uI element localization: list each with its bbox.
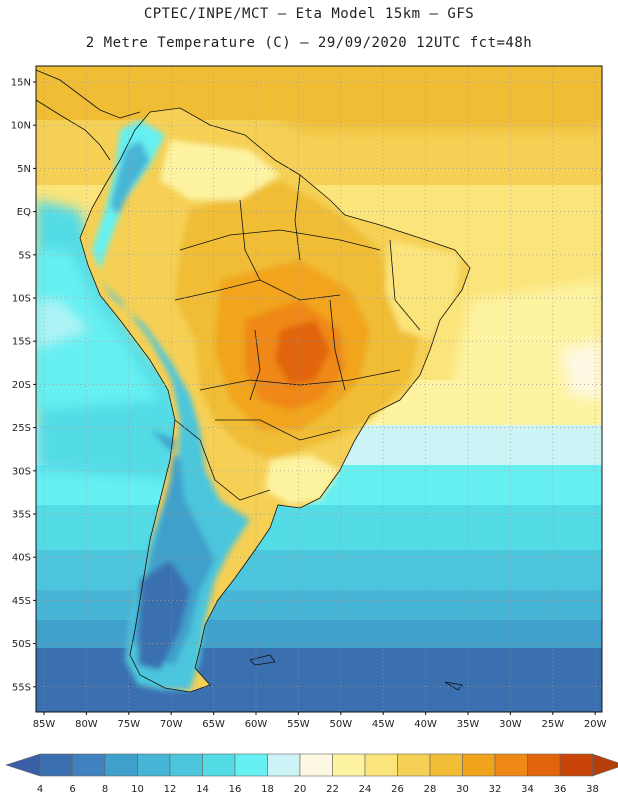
colorbar-tick-label: 10 — [131, 784, 144, 795]
colorbar-tick-label: 28 — [424, 784, 437, 795]
colorbar-swatch — [104, 753, 138, 777]
latitude-label: 40S — [12, 553, 31, 564]
colorbar-swatch — [462, 753, 496, 777]
longitude-label: 55W — [287, 719, 310, 730]
latitude-label: 30S — [12, 466, 31, 477]
latitude-label: 35S — [12, 510, 31, 521]
colorbar-tick-label: 20 — [294, 784, 307, 795]
country-borders — [35, 69, 471, 693]
colorbar-swatch — [169, 753, 203, 777]
colorbar-tick-label: 22 — [326, 784, 339, 795]
colorbar-swatch — [332, 753, 366, 777]
colorbar-tick-label: 12 — [164, 784, 177, 795]
longitude-label: 30W — [499, 719, 522, 730]
colorbar-swatch — [267, 753, 301, 777]
colorbar-tick-label: 14 — [196, 784, 209, 795]
latitude-label: EQ — [17, 207, 31, 218]
latitude-label: 15N — [11, 78, 31, 89]
colorbar-swatch — [137, 753, 171, 777]
colorbar-swatch — [527, 753, 561, 777]
colorbar-swatch — [72, 753, 106, 777]
colorbar-swatch — [234, 753, 268, 777]
map-frame — [35, 65, 603, 713]
temperature-colorbar: 4 6 8 10 12 14 16 18 20 22 24 26 28 30 32 34 36 38 — [5, 753, 618, 795]
colorbar-swatch — [397, 753, 431, 777]
colorbar-swatch — [364, 753, 398, 777]
colorbar-tick-label: 32 — [489, 784, 502, 795]
longitude-label: 85W — [33, 719, 56, 730]
latitude-label: 20S — [12, 380, 31, 391]
map-title-source: CPTEC/INPE/MCT – Eta Model 15km – GFS — [143, 6, 475, 22]
latitude-label: 10S — [12, 294, 31, 305]
colorbar-swatch — [39, 753, 73, 777]
colorbar-tick-label: 18 — [261, 784, 274, 795]
latitude-label: 55S — [12, 682, 31, 693]
colorbar-swatch — [494, 753, 528, 777]
longitude-label: 25W — [541, 719, 564, 730]
latitude-label: 50S — [12, 639, 31, 650]
map-title-field: 2 Metre Temperature (C) – 29/09/2020 12U… — [85, 35, 533, 51]
colorbar-tick-label: 30 — [456, 784, 469, 795]
colorbar-tick-label: 8 — [102, 784, 108, 795]
temperature-field — [36, 66, 602, 712]
longitude-label: 60W — [245, 719, 268, 730]
latitude-label: 5S — [18, 250, 31, 261]
latitude-label: 25S — [12, 423, 31, 434]
latitude-label: 5N — [17, 164, 31, 175]
colorbar-tick-label: 4 — [37, 784, 43, 795]
colorbar-tick-label: 38 — [586, 784, 599, 795]
colorbar-low-cap — [5, 753, 41, 777]
colorbar-high-cap — [592, 753, 618, 777]
longitude-label: 65W — [202, 719, 225, 730]
longitude-label: 20W — [584, 719, 607, 730]
colorbar-tick-label: 26 — [391, 784, 404, 795]
colorbar-tick-label: 16 — [229, 784, 242, 795]
colorbar-tick-label: 24 — [359, 784, 372, 795]
longitude-label: 70W — [160, 719, 183, 730]
longitude-label: 80W — [75, 719, 98, 730]
longitude-label: 45W — [372, 719, 395, 730]
longitude-label: 75W — [117, 719, 140, 730]
colorbar-tick-label: 34 — [521, 784, 534, 795]
longitude-label: 50W — [329, 719, 352, 730]
colorbar-swatch — [559, 753, 593, 777]
colorbar-tick-label: 6 — [69, 784, 75, 795]
colorbar-swatch — [299, 753, 333, 777]
colorbar-swatch — [202, 753, 236, 777]
colorbar-swatch — [429, 753, 463, 777]
latitude-label: 15S — [12, 337, 31, 348]
latitude-label: 10N — [11, 121, 31, 132]
longitude-label: 35W — [457, 719, 480, 730]
latitude-labels: 15N 10N 5N EQ 5S 10S 15S 20S 25S 30S 35S 40S 45S 50S 5… — [11, 78, 36, 693]
latitude-label: 45S — [12, 596, 31, 607]
longitude-label: 40W — [414, 719, 437, 730]
longitude-labels: 85W 80W 75W 70W 65W 60W 55W 50W 45W 40W 35W 30W 25W 2… — [33, 712, 607, 730]
colorbar-tick-label: 36 — [554, 784, 567, 795]
